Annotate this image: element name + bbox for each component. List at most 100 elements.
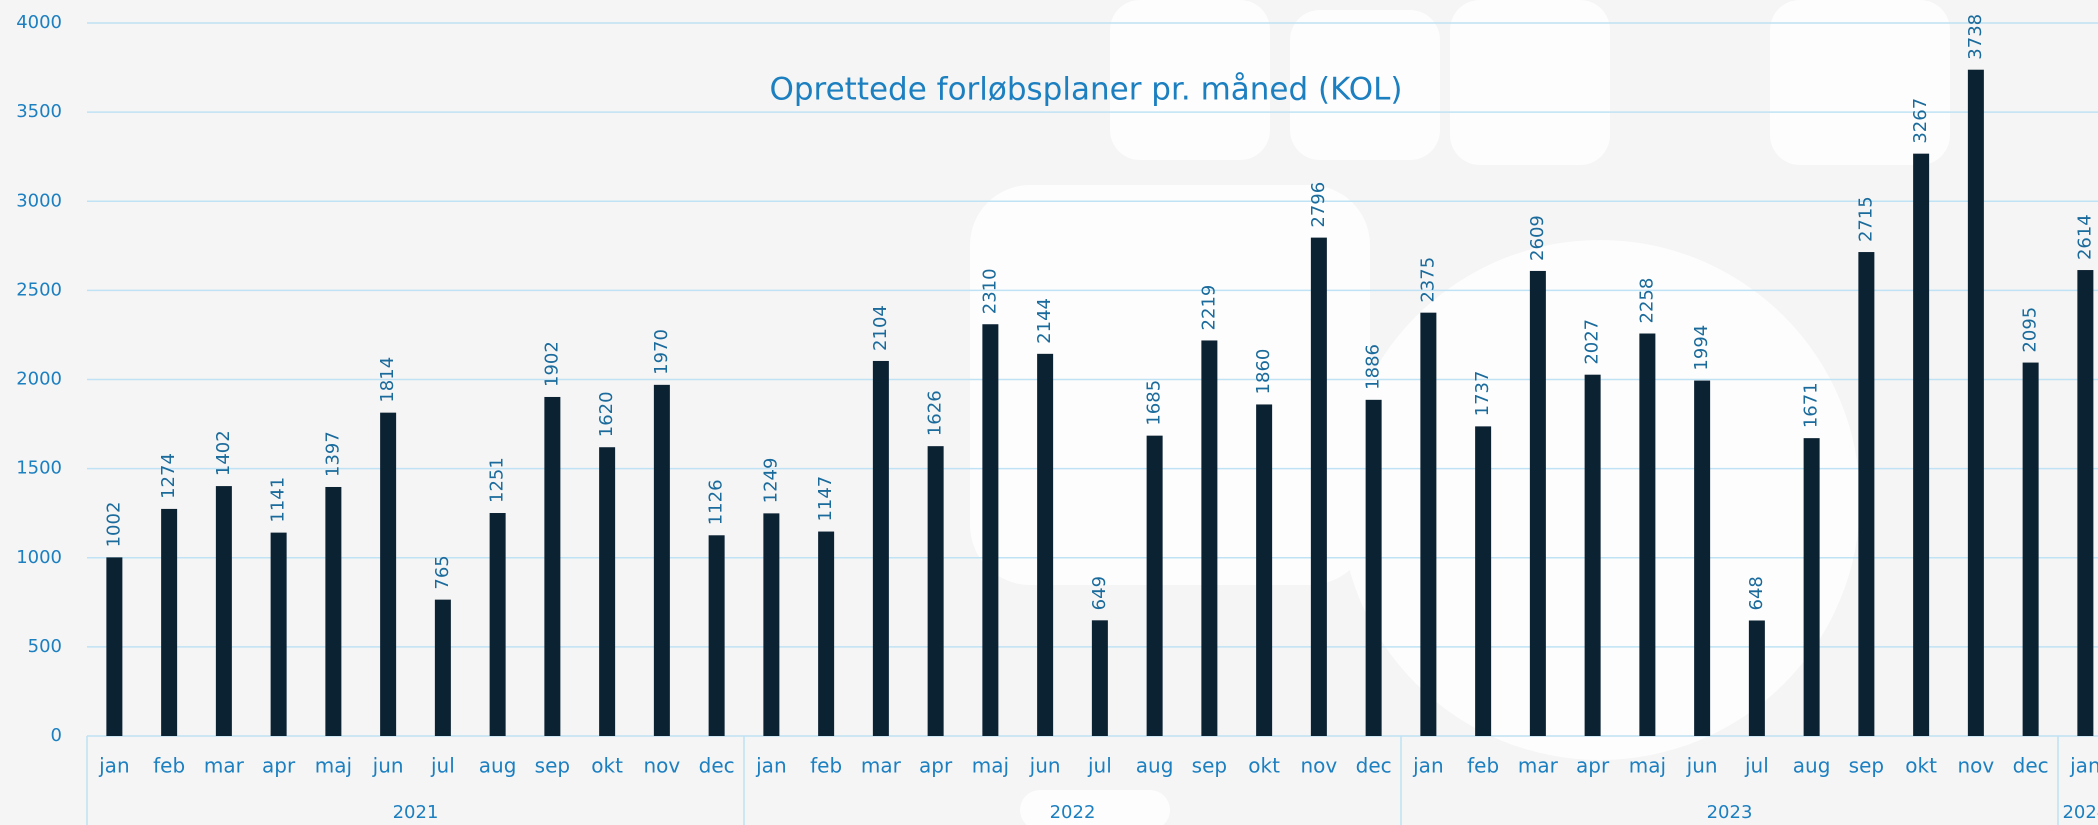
x-tick-label: jan: [1412, 754, 1444, 778]
x-tick-label: nov: [1958, 754, 1995, 778]
bar: [763, 513, 780, 736]
x-tick-label: apr: [919, 754, 953, 778]
bar: [927, 446, 944, 736]
bar: [1146, 435, 1163, 736]
bar: [1803, 438, 1820, 736]
bar: [2077, 270, 2094, 736]
bar: [708, 535, 725, 736]
value-label: 1002: [103, 502, 124, 548]
bar: [653, 384, 670, 736]
x-tick-label: sep: [535, 754, 570, 778]
x-tick-label: dec: [1356, 754, 1392, 778]
value-label: 2027: [1582, 319, 1603, 365]
y-tick-label: 3000: [16, 190, 62, 211]
bar: [1365, 399, 1382, 736]
value-label: 765: [432, 555, 453, 589]
bar: [1639, 333, 1656, 736]
value-label: 1902: [541, 341, 562, 387]
x-tick-label: dec: [2013, 754, 2049, 778]
x-tick-label: jun: [1029, 754, 1061, 778]
value-label: 649: [1089, 576, 1110, 610]
x-tick-label: okt: [1905, 754, 1937, 778]
x-tick-label: jun: [1686, 754, 1718, 778]
x-tick-label: sep: [1192, 754, 1227, 778]
bar: [1420, 312, 1437, 736]
x-tick-label: maj: [315, 754, 352, 778]
value-label: 648: [1746, 576, 1767, 610]
bar: [215, 486, 232, 736]
x-tick-label: jun: [372, 754, 404, 778]
bar: [434, 599, 451, 736]
y-tick-label: 4000: [16, 12, 62, 33]
value-label: 3738: [1965, 14, 1986, 60]
x-tick-label: mar: [1518, 754, 1559, 778]
value-label: 2715: [1855, 196, 1876, 242]
value-label: 2375: [1417, 257, 1438, 303]
y-tick-label: 2500: [16, 279, 62, 300]
x-tick-label: okt: [591, 754, 623, 778]
bar: [544, 396, 561, 736]
year-label: 2022: [1050, 802, 1096, 823]
value-label: 2144: [1034, 298, 1055, 344]
x-tick-label: aug: [479, 754, 517, 778]
year-label: 2021: [393, 802, 439, 823]
value-label: 1402: [213, 430, 234, 476]
bar: [270, 532, 287, 736]
value-label: 1886: [1363, 344, 1384, 390]
bar: [1748, 620, 1765, 736]
bar: [2022, 362, 2039, 736]
value-label: 1970: [651, 329, 672, 375]
x-tick-label: mar: [204, 754, 245, 778]
value-label: 1860: [1253, 349, 1274, 395]
y-tick-label: 1000: [16, 547, 62, 568]
value-label: 1685: [1144, 380, 1165, 426]
value-label: 1397: [322, 431, 343, 477]
value-label: 1737: [1472, 371, 1493, 417]
x-tick-label: feb: [153, 754, 185, 778]
y-tick-label: 3500: [16, 101, 62, 122]
bar: [161, 508, 178, 736]
bar: [1913, 153, 1930, 737]
y-tick-label: 1500: [16, 458, 62, 479]
value-label: 1251: [487, 457, 508, 503]
bar: [1967, 69, 1984, 737]
value-label: 1620: [596, 391, 617, 437]
x-tick-label: mar: [861, 754, 902, 778]
value-label: 2095: [2020, 307, 2041, 353]
y-tick-label: 2000: [16, 369, 62, 390]
bar: [1529, 270, 1546, 736]
x-tick-label: okt: [1248, 754, 1280, 778]
bar: [1584, 374, 1601, 736]
bar: [982, 324, 999, 736]
value-label: 1994: [1691, 325, 1712, 371]
x-tick-label: jan: [98, 754, 130, 778]
y-tick-label: 0: [51, 725, 62, 746]
x-tick-label: jul: [1087, 754, 1112, 778]
x-tick-label: sep: [1849, 754, 1884, 778]
bar: [1091, 620, 1108, 736]
value-label: 1147: [815, 476, 836, 522]
bar: [106, 557, 123, 736]
bar: [599, 447, 616, 736]
x-tick-label: nov: [644, 754, 681, 778]
value-label: 2614: [2074, 214, 2095, 260]
value-label: 1141: [268, 477, 289, 523]
bar: [489, 513, 506, 736]
x-tick-label: apr: [1576, 754, 1610, 778]
x-tick-label: feb: [810, 754, 842, 778]
y-tick-label: 500: [28, 636, 62, 657]
value-label: 2310: [979, 268, 1000, 314]
value-label: 2258: [1636, 278, 1657, 324]
bar: [1694, 380, 1711, 736]
bar: [1858, 252, 1875, 736]
x-tick-label: maj: [1629, 754, 1666, 778]
bar: [1475, 426, 1492, 736]
bar: [1310, 237, 1327, 736]
value-label: 2104: [870, 305, 891, 351]
value-label: 2219: [1198, 285, 1219, 331]
value-label: 2609: [1527, 215, 1548, 261]
x-tick-label: apr: [262, 754, 296, 778]
x-tick-label: feb: [1467, 754, 1499, 778]
x-tick-label: jul: [430, 754, 455, 778]
